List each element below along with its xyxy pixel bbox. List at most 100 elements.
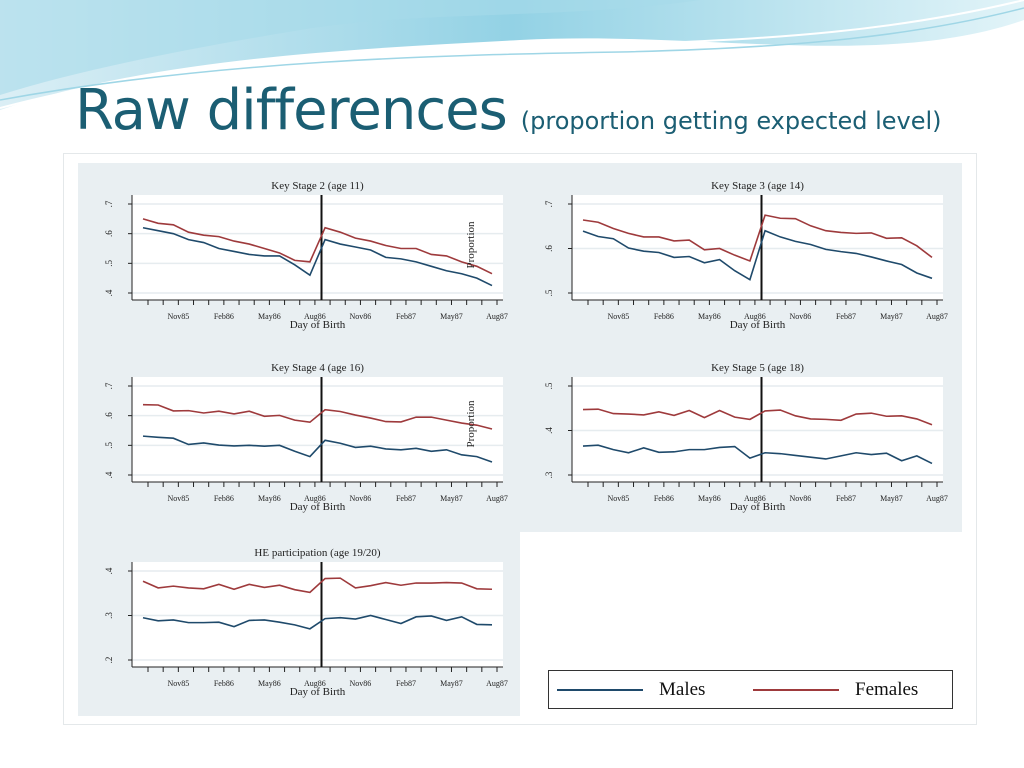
legend-item-males: Males xyxy=(557,671,705,708)
stray-axis-label: Proportion xyxy=(465,221,477,269)
x-tick-label: Feb87 xyxy=(396,312,416,321)
series-line-females xyxy=(142,577,493,594)
x-tick-label: Feb87 xyxy=(396,494,416,503)
x-tick-label: May87 xyxy=(440,312,463,321)
x-tick-label: Nov86 xyxy=(790,494,812,503)
x-tick-label: Feb86 xyxy=(654,494,674,503)
y-tick-label: .6 xyxy=(544,245,554,252)
slide-title: Raw differences (proportion getting expec… xyxy=(75,78,942,143)
chart-4: Key Stage 5 (age 18) .3 .4 .5 Nov85 Feb86 May8… xyxy=(544,362,948,513)
stray-axis-label: Proportion xyxy=(465,400,477,448)
legend-label-females: Females xyxy=(855,678,919,700)
x-tick-label: May86 xyxy=(258,312,281,321)
x-tick-label: May86 xyxy=(258,494,281,503)
series-line-females xyxy=(582,214,933,263)
series-line-males xyxy=(142,435,493,463)
y-tick-label: .7 xyxy=(544,200,554,207)
x-tick-label: Aug86 xyxy=(304,494,326,503)
x-tick-label: Aug87 xyxy=(926,312,948,321)
x-tick-label: Nov85 xyxy=(607,312,629,321)
plot-area xyxy=(572,377,943,482)
y-tick-label: .6 xyxy=(104,230,114,237)
plot-area xyxy=(132,562,503,667)
x-axis-label: Day of Birth xyxy=(730,501,786,513)
x-tick-label: Feb86 xyxy=(214,679,234,688)
chart-2: Key Stage 3 (age 14) .5 .6 .7 Nov85 Feb86 May8… xyxy=(544,180,948,331)
chart-title: Key Stage 5 (age 18) xyxy=(711,362,804,374)
x-tick-label: Nov86 xyxy=(350,494,372,503)
y-tick-label: .5 xyxy=(544,289,554,296)
x-tick-label: Feb86 xyxy=(214,494,234,503)
x-axis-label: Day of Birth xyxy=(290,319,346,331)
x-axis-label: Day of Birth xyxy=(290,686,346,698)
x-tick-label: Nov85 xyxy=(167,312,189,321)
x-tick-label: May86 xyxy=(698,312,721,321)
y-tick-label: .4 xyxy=(104,567,114,574)
x-tick-label: May86 xyxy=(258,679,281,688)
chart-3: Key Stage 4 (age 16) .4 .5 .6 .7 Nov85 Feb86 Ma… xyxy=(104,362,508,513)
y-tick-label: .2 xyxy=(104,657,114,664)
y-tick-label: .3 xyxy=(104,612,114,619)
plot-area xyxy=(132,377,503,482)
x-tick-label: Feb87 xyxy=(836,312,856,321)
chart-5: HE participation (age 19/20) .2 .3 .4 Nov85 F… xyxy=(104,547,508,698)
x-tick-label: Aug87 xyxy=(486,494,508,503)
legend-label-males: Males xyxy=(659,678,706,700)
series-line-females xyxy=(582,408,933,426)
x-tick-label: May87 xyxy=(440,679,463,688)
y-tick-label: .3 xyxy=(544,471,554,478)
series-line-females xyxy=(142,218,493,275)
chart-title: Key Stage 2 (age 11) xyxy=(271,180,364,192)
y-tick-label: .4 xyxy=(104,289,114,296)
chart-title: HE participation (age 19/20) xyxy=(254,547,380,559)
x-tick-label: Nov85 xyxy=(167,494,189,503)
x-tick-label: May86 xyxy=(698,494,721,503)
legend-swatch-females xyxy=(753,688,839,691)
legend: Males Females xyxy=(548,670,953,709)
x-tick-label: Nov85 xyxy=(607,494,629,503)
x-tick-label: Feb86 xyxy=(654,312,674,321)
title-subtitle: (proportion getting expected level) xyxy=(520,107,942,135)
x-tick-label: May87 xyxy=(440,494,463,503)
x-tick-label: Feb87 xyxy=(836,494,856,503)
x-tick-label: Aug86 xyxy=(744,494,766,503)
x-tick-label: Aug86 xyxy=(304,312,326,321)
chart-title: Key Stage 4 (age 16) xyxy=(271,362,364,374)
series-line-males xyxy=(142,614,493,630)
series-line-females xyxy=(142,403,493,430)
x-tick-label: Feb87 xyxy=(396,679,416,688)
x-tick-label: Nov86 xyxy=(790,312,812,321)
plot-area xyxy=(132,195,503,300)
y-tick-label: .5 xyxy=(104,259,114,266)
x-tick-label: Nov86 xyxy=(350,679,372,688)
x-tick-label: Nov86 xyxy=(350,312,372,321)
legend-item-females: Females xyxy=(753,671,918,708)
y-tick-label: .7 xyxy=(104,382,114,389)
x-tick-label: May87 xyxy=(880,494,903,503)
x-axis-label: Day of Birth xyxy=(290,501,346,513)
y-tick-label: .5 xyxy=(104,441,114,448)
x-tick-label: May87 xyxy=(880,312,903,321)
x-tick-label: Aug87 xyxy=(926,494,948,503)
legend-swatch-males xyxy=(557,688,643,691)
decorative-wave-header xyxy=(0,0,1024,110)
y-tick-label: .4 xyxy=(104,471,114,478)
x-tick-label: Nov85 xyxy=(167,679,189,688)
title-main: Raw differences xyxy=(75,78,508,143)
series-line-males xyxy=(582,229,933,281)
x-tick-label: Aug86 xyxy=(304,679,326,688)
series-line-males xyxy=(582,444,933,465)
x-tick-label: Aug87 xyxy=(486,679,508,688)
plot-area xyxy=(572,195,943,300)
y-tick-label: .6 xyxy=(104,412,114,419)
series-line-males xyxy=(142,226,493,287)
y-tick-label: .5 xyxy=(544,382,554,389)
chart-title: Key Stage 3 (age 14) xyxy=(711,180,804,192)
x-tick-label: Aug87 xyxy=(486,312,508,321)
y-tick-label: .7 xyxy=(104,200,114,207)
x-tick-label: Aug86 xyxy=(744,312,766,321)
chart-1: Key Stage 2 (age 11) .4 .5 .6 .7 Nov85 Feb86 Ma… xyxy=(104,180,508,331)
x-axis-label: Day of Birth xyxy=(730,319,786,331)
x-tick-label: Feb86 xyxy=(214,312,234,321)
y-tick-label: .4 xyxy=(544,427,554,434)
